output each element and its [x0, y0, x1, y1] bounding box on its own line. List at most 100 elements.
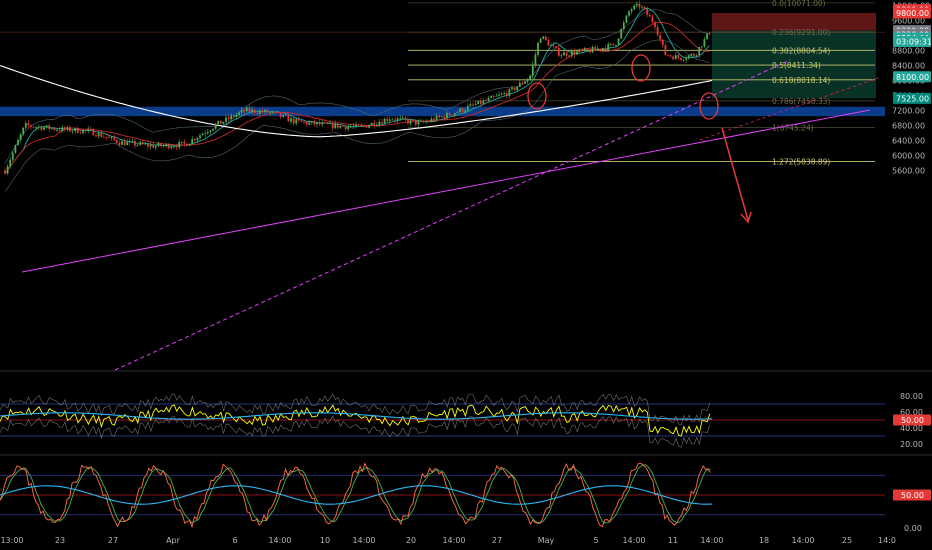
time-tick-label: 27	[492, 536, 502, 545]
candle	[251, 109, 253, 112]
candle	[412, 119, 415, 121]
candle	[534, 54, 537, 65]
price-panel[interactable]: 0.0(10071.00) 0.236(9291.00) 0.786(7458.33…	[0, 0, 932, 371]
time-tick-label: 14:00	[352, 536, 375, 545]
candle	[544, 36, 547, 40]
candle	[115, 139, 118, 143]
rsi-bb-upper	[0, 393, 711, 426]
price-tag	[893, 7, 931, 19]
candle	[238, 112, 240, 115]
candle	[154, 146, 157, 148]
bollinger-upper	[4, 9, 710, 164]
candle	[131, 140, 134, 142]
candle	[173, 146, 175, 148]
candle	[105, 137, 108, 138]
fib-level-label: 0.618(8018.14)	[772, 76, 830, 85]
candle	[521, 82, 524, 84]
candle	[591, 46, 594, 53]
candle	[258, 110, 261, 114]
stoch-tag-label: 50.00	[901, 491, 924, 500]
stoch-rsi-panel[interactable]: 0.00 50.00	[0, 462, 931, 533]
candle	[102, 136, 105, 138]
candle	[433, 118, 435, 121]
candle	[6, 166, 9, 174]
time-axis[interactable]: 13:00 23 27 Apr 6 14:00 10 14:00 20 14:00 27 May 5 14…	[0, 536, 896, 545]
candle	[24, 123, 27, 128]
candle	[685, 58, 688, 60]
price-tick-label: 6800.00	[892, 122, 925, 131]
price-tick-label: 6000.00	[892, 152, 925, 161]
candle	[282, 114, 285, 117]
candle	[209, 130, 212, 133]
candle	[472, 104, 474, 106]
candle	[656, 27, 659, 35]
candle	[100, 132, 103, 137]
candle	[375, 124, 378, 126]
price-tag	[893, 36, 931, 47]
candle	[9, 159, 12, 167]
candle	[565, 52, 568, 56]
candle	[157, 143, 160, 147]
candle	[466, 106, 469, 111]
candle	[407, 119, 409, 124]
rsi-signal-line	[0, 412, 713, 420]
candle	[206, 132, 209, 134]
candle	[542, 36, 545, 39]
candle	[183, 141, 186, 144]
rsi-tag-label: 50.00	[901, 416, 924, 425]
candle	[292, 118, 295, 124]
candle	[612, 43, 615, 46]
candle	[14, 145, 17, 153]
candle	[664, 45, 667, 56]
candle	[630, 9, 633, 12]
candle	[256, 112, 259, 114]
candle	[576, 51, 578, 55]
candle	[438, 115, 441, 118]
rsi-bb-lower	[0, 415, 711, 448]
candle	[596, 48, 599, 50]
down-arrow-head	[740, 211, 752, 224]
candle	[331, 122, 334, 129]
candle	[141, 142, 144, 145]
candle	[232, 115, 235, 118]
short-position-box[interactable]	[712, 13, 876, 99]
candle	[425, 121, 428, 123]
candle	[334, 123, 337, 129]
candle	[297, 119, 300, 121]
candle	[144, 143, 147, 145]
candle	[290, 118, 292, 122]
candle	[74, 127, 77, 132]
candle	[56, 129, 58, 131]
candle	[508, 89, 511, 96]
candle	[440, 116, 443, 118]
candle	[677, 55, 680, 58]
price-tag-label: 8100.00	[896, 73, 929, 82]
candle	[531, 64, 534, 76]
candle	[563, 52, 565, 56]
candle	[344, 126, 347, 130]
candle	[446, 112, 448, 119]
candle	[326, 122, 329, 124]
stoch-tag	[893, 489, 931, 501]
candle	[529, 75, 532, 80]
rsi-panel[interactable]: 80.00 60.00 40.00 20.00 50.00	[0, 392, 931, 449]
candle	[287, 115, 290, 122]
time-tick-label: 14:00	[442, 536, 465, 545]
stoch-axis: 0.00	[904, 524, 922, 533]
candle	[240, 109, 243, 113]
candle	[469, 104, 472, 107]
faint-level-label: 0.786(7458.33)	[772, 97, 830, 106]
candle	[602, 47, 604, 50]
candle	[227, 117, 230, 120]
candle	[524, 81, 526, 84]
candle	[318, 122, 321, 125]
candle	[27, 123, 30, 126]
candle	[635, 3, 638, 6]
candle	[391, 119, 394, 121]
candle	[76, 127, 79, 133]
candle	[427, 121, 430, 123]
candle	[456, 112, 459, 114]
time-tick-label: Apr	[166, 536, 181, 545]
candle	[461, 108, 464, 112]
